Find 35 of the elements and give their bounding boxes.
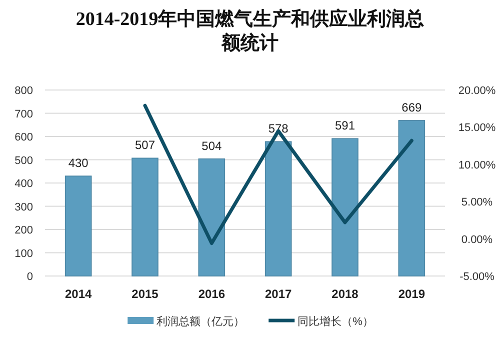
y-tick-label: 500 xyxy=(14,154,33,167)
x-tick-label: 2018 xyxy=(332,287,359,301)
legend-label: 同比增长（%） xyxy=(298,315,374,328)
bar xyxy=(132,158,158,276)
y2-tick-label: 0.00% xyxy=(461,234,493,246)
y-tick-label: 200 xyxy=(14,224,33,236)
y2-tick-label: -5.00% xyxy=(460,271,495,283)
y2-tick-label: 10.00% xyxy=(458,159,496,172)
y-tick-label: 100 xyxy=(14,248,33,260)
bar xyxy=(198,158,226,276)
y-tick-label: 0 xyxy=(26,271,33,283)
chart-title: 2014-2019年中国燃气生产和供应业利润总额统计 xyxy=(74,8,426,56)
y-tick-label: 800 xyxy=(14,85,33,97)
y2-tick-label: 5.00% xyxy=(461,196,493,209)
bar xyxy=(398,120,426,276)
y-tick-label: 700 xyxy=(14,108,33,120)
y-tick-label: 300 xyxy=(14,201,33,214)
data-label: 591 xyxy=(334,118,356,133)
legend-label: 利润总额（亿元） xyxy=(156,315,245,328)
x-tick-label: 2016 xyxy=(198,287,226,301)
data-label: 507 xyxy=(134,138,156,152)
data-label: 504 xyxy=(202,138,222,153)
x-tick-label: 2014 xyxy=(64,287,92,301)
y-tick-label: 400 xyxy=(14,178,33,190)
bar xyxy=(332,138,358,276)
x-tick-label: 2015 xyxy=(132,287,159,301)
y2-tick-label: 20.00% xyxy=(458,85,496,97)
data-label: 430 xyxy=(68,156,89,170)
y-tick-label: 600 xyxy=(14,132,33,144)
x-tick-label: 2019 xyxy=(398,287,426,301)
x-tick-label: 2017 xyxy=(264,287,292,301)
data-label: 669 xyxy=(402,100,422,114)
bar xyxy=(64,176,92,276)
bar xyxy=(264,141,292,276)
y2-tick-label: 15.00% xyxy=(458,122,496,134)
